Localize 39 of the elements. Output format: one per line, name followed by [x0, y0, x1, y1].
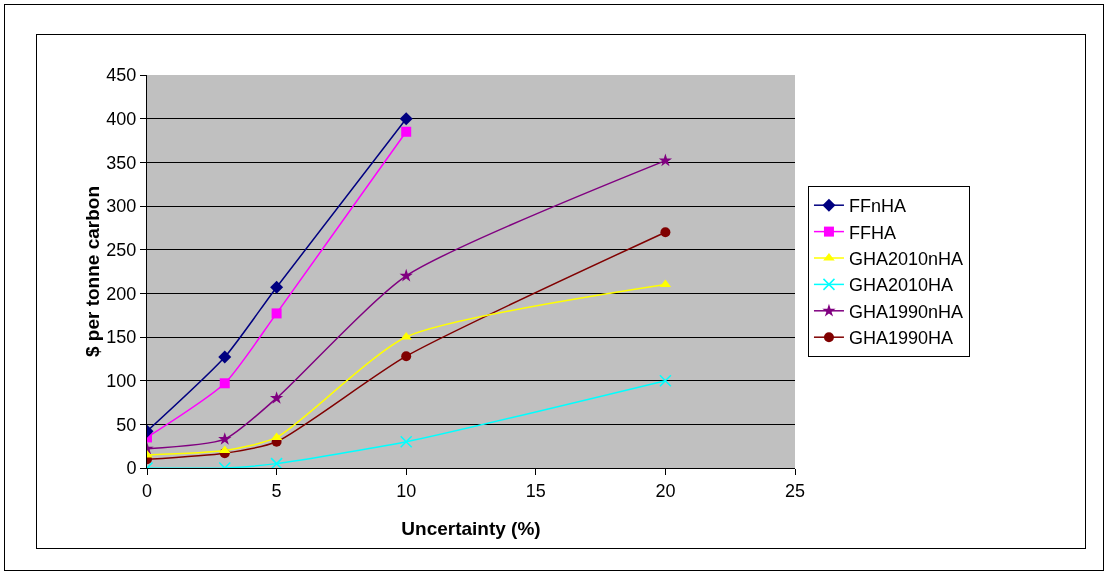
y-tick-label: 350	[106, 152, 137, 173]
point	[269, 391, 284, 404]
legend-label: FFnHA	[848, 196, 906, 217]
y-axis-title: $ per tonne carbon	[82, 185, 103, 358]
point	[271, 308, 282, 319]
legend-label: GHA1990nHA	[848, 301, 964, 322]
x-tick-label: 10	[396, 480, 417, 501]
y-tick-label: 150	[106, 327, 137, 348]
x-tick-label: 15	[525, 480, 546, 501]
y-tick-label: 200	[106, 283, 137, 304]
y-tick-label: 100	[106, 370, 137, 391]
legend-label: GHA2010nHA	[848, 249, 964, 270]
x-tick-label: 5	[271, 480, 282, 501]
point	[399, 435, 413, 449]
x-tick-label: 0	[141, 480, 153, 501]
point	[660, 227, 671, 238]
point	[218, 350, 232, 364]
point	[401, 126, 412, 137]
point	[658, 153, 673, 167]
legend-label: GHA1990HA	[848, 328, 954, 349]
point	[219, 378, 230, 389]
y-tick-label: 300	[106, 196, 137, 217]
legend-label: GHA2010HA	[848, 275, 954, 296]
point	[659, 374, 672, 387]
y-tick-label: 0	[126, 458, 137, 479]
y-tick-label: 450	[106, 65, 137, 86]
y-tick-label: 400	[106, 108, 137, 129]
point	[399, 112, 413, 126]
x-tick-label: 20	[655, 480, 676, 501]
legend-label: FFHA	[848, 222, 896, 243]
y-tick-label: 250	[106, 239, 137, 260]
point	[270, 280, 284, 294]
point	[401, 351, 412, 362]
point	[270, 457, 283, 468]
x-tick-label: 25	[784, 480, 806, 501]
point	[399, 268, 413, 282]
point	[218, 432, 232, 445]
x-axis-title: Uncertainty (%)	[401, 518, 541, 539]
y-tick-label: 50	[116, 414, 137, 435]
